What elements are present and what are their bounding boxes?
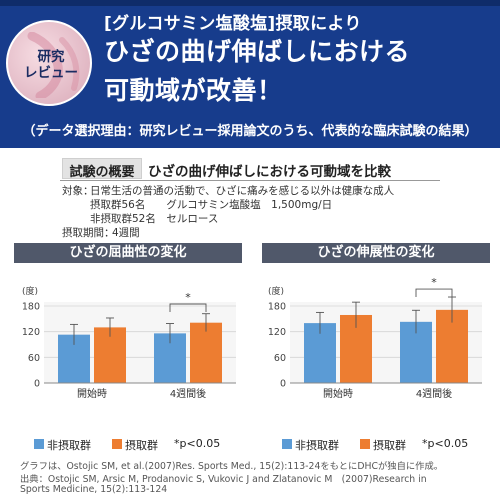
legend-control-label: 非摂取群: [47, 439, 91, 452]
chart-1-yaxis-unit: (度): [268, 285, 284, 297]
headline-intro: [グルコサミン塩酸塩]摂取により: [104, 14, 362, 34]
badge-label: 研究 レビュー: [12, 49, 90, 81]
study-summary-label-box: 試験の概要: [62, 158, 142, 180]
chart-1-significance-bracket: [415, 288, 453, 298]
chart-1-ytick-label-1: 60: [274, 353, 286, 364]
badge-line-1: 研究: [37, 49, 65, 65]
legend-treatment-swatch-2: [360, 439, 370, 449]
legend-left: 非摂取群 摂取群 *p<0.05: [34, 437, 234, 452]
chart-0-xtick-label-1: 4週間後: [170, 387, 206, 400]
legend-treatment-label-2: 摂取群: [373, 439, 406, 452]
legend-treatment-label: 摂取群: [125, 439, 158, 452]
summary-divider: [60, 180, 440, 181]
data-selection-note: （データ選択理由：研究レビュー採用論文のうち、代表的な臨床試験の結果）: [22, 124, 478, 139]
chart-1-ytick-label-0: 0: [280, 379, 286, 390]
chart-0-significance-bracket: [169, 303, 207, 312]
subjects-line-2: 摂取群56名 グルコサミン塩酸塩 1,500mg/日: [90, 199, 333, 211]
extension-chart-title: ひざの伸展性の変化: [262, 243, 490, 263]
study-summary-heading: ひざの曲げ伸ばしにおける可動域を比較: [148, 164, 391, 180]
banner-top-stripe: [0, 0, 500, 6]
chart-1-xtick-label-1: 4週間後: [416, 387, 452, 400]
legend-significance-note-2: *p<0.05: [422, 437, 469, 450]
legend-control-swatch-2: [282, 439, 292, 449]
chart-0-yaxis-unit: (度): [22, 285, 38, 297]
chart-0-xtick-label-0: 開始時: [77, 387, 107, 400]
legend-significance-note: *p<0.05: [174, 437, 221, 450]
headline-main: ひざの曲げ伸ばしにおける: [104, 37, 411, 66]
subjects-line-1: 日常生活の普通の活動で、ひざに痛みを感じる以外は健康な成人: [90, 185, 395, 197]
badge-line-2: レビュー: [24, 65, 78, 81]
chart-0-bar-1-1: [190, 322, 222, 383]
flexion-chart-title: ひざの屈曲性の変化: [14, 243, 242, 263]
chart-1-ytick-label-2: 120: [268, 327, 286, 338]
chart-0-ytick-label-2: 120: [22, 327, 40, 338]
subjects-line-3: 非摂取群52名 セルロース: [90, 213, 219, 225]
knee-illustration-icon: [27, 32, 80, 98]
footnote-citation-1: 出典：Ostojic SM, Arsic M, Prodanovic S, Vu…: [20, 474, 427, 485]
footnote-citation-2: Sports Medicine, 15(2):113-124: [20, 484, 168, 495]
chart-0-significance-label: *: [185, 291, 191, 304]
research-review-badge: 研究 レビュー: [6, 20, 92, 106]
period-value: 4週間: [112, 227, 140, 239]
legend-right: 非摂取群 摂取群 *p<0.05: [282, 437, 482, 452]
headline-result: 可動域が改善！: [104, 76, 283, 105]
legend-control-swatch: [34, 439, 44, 449]
chart-0-ytick-label-3: 180: [22, 302, 40, 313]
period-label: 摂取期間：: [62, 227, 115, 239]
chart-1-xtick-label-0: 開始時: [323, 387, 353, 400]
chart-1-significance-label: *: [431, 276, 437, 289]
legend-control-label-2: 非摂取群: [295, 439, 339, 452]
legend-treatment-swatch: [112, 439, 122, 449]
chart-1-ytick-label-3: 180: [268, 302, 286, 313]
chart-0-ytick-label-0: 0: [34, 379, 40, 390]
footnote-source-graph: グラフは、Ostojic SM, et al.(2007)Res. Sports…: [20, 461, 444, 472]
header-banner: 研究 レビュー [グルコサミン塩酸塩]摂取により ひざの曲げ伸ばしにおける 可動…: [0, 0, 500, 148]
chart-0-ytick-label-1: 60: [28, 353, 40, 364]
study-summary-label: 試験の概要: [69, 165, 135, 180]
subjects-label: 対象：: [62, 185, 94, 197]
